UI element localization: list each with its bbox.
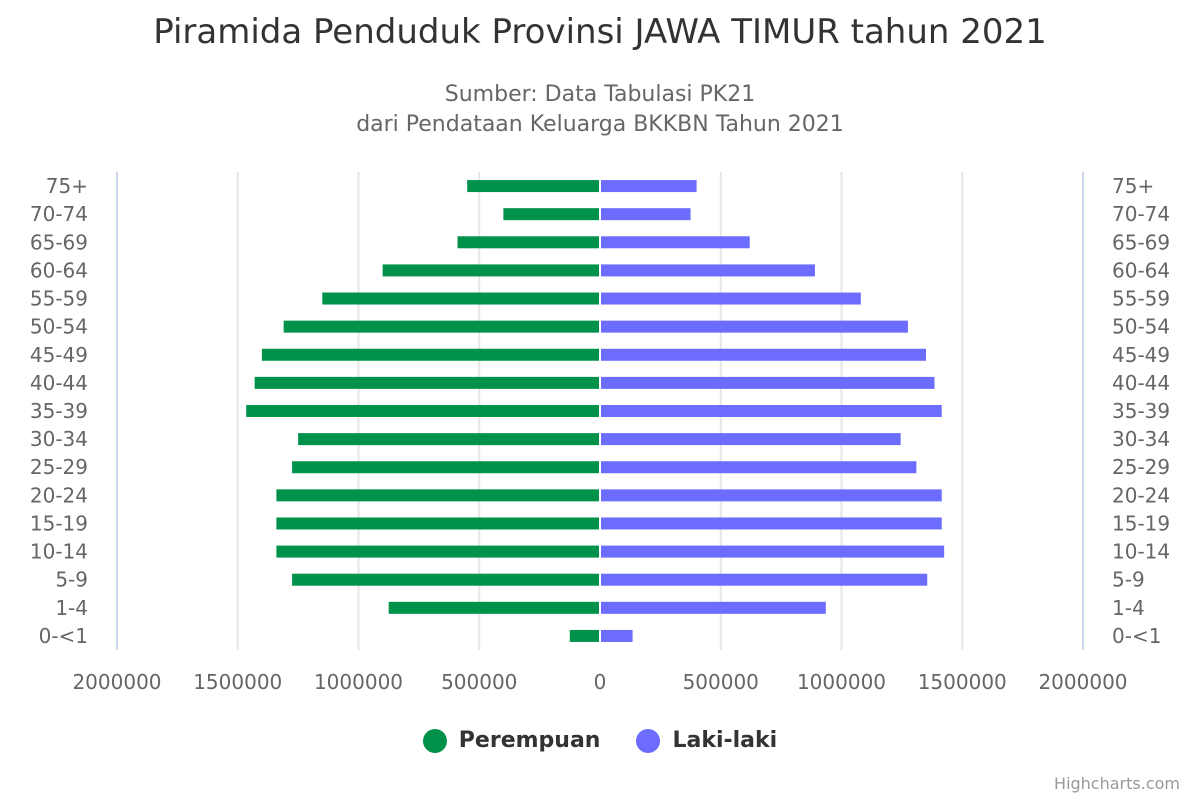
bar-perempuan xyxy=(283,320,600,333)
chart-title: Piramida Penduduk Provinsi JAWA TIMUR ta… xyxy=(153,12,1047,52)
category-label-right: 15-19 xyxy=(1112,511,1170,535)
legend-marker-perempuan xyxy=(422,728,447,753)
bar-laki-laki xyxy=(600,517,942,530)
bar-laki-laki xyxy=(600,180,697,193)
bar-perempuan xyxy=(292,573,600,586)
category-label-left: 50-54 xyxy=(30,315,88,339)
population-pyramid-chart: 2000000 1500000 1000000 500000 0 500000 100000… xyxy=(30,172,1170,694)
bar-perempuan xyxy=(276,489,600,502)
bar-perempuan xyxy=(261,348,600,361)
category-label-left: 45-49 xyxy=(30,343,88,367)
category-label-left: 75+ xyxy=(46,174,88,198)
bar-perempuan xyxy=(276,517,600,530)
bar-perempuan xyxy=(276,545,600,558)
bar-perempuan xyxy=(457,236,600,249)
category-label-right: 10-14 xyxy=(1112,540,1170,564)
category-label-right: 55-59 xyxy=(1112,287,1170,311)
bar-perempuan xyxy=(322,292,600,305)
category-label-left: 5-9 xyxy=(55,568,88,592)
category-label-right: 0-<1 xyxy=(1112,624,1161,648)
x-tick-label: 2000000 xyxy=(72,670,161,694)
bar-laki-laki xyxy=(600,236,750,249)
category-label-left: 1-4 xyxy=(55,596,88,620)
category-label-right: 50-54 xyxy=(1112,315,1170,339)
bar-perempuan xyxy=(569,629,600,642)
category-label-left: 0-<1 xyxy=(39,624,88,648)
x-tick-label: 0 xyxy=(594,670,607,694)
category-label-left: 15-19 xyxy=(30,511,88,535)
bar-laki-laki xyxy=(600,208,691,221)
category-label-left: 70-74 xyxy=(30,202,88,226)
x-tick-label: 1500000 xyxy=(918,670,1007,694)
category-label-left: 55-59 xyxy=(30,287,88,311)
category-label-right: 25-29 xyxy=(1112,455,1170,479)
bar-perempuan xyxy=(382,264,600,277)
category-label-left: 30-34 xyxy=(30,427,88,451)
bar-laki-laki xyxy=(600,601,826,614)
x-tick-label: 1500000 xyxy=(193,670,282,694)
x-tick-label: 2000000 xyxy=(1038,670,1127,694)
legend: Perempuan Laki-laki xyxy=(0,728,1200,753)
axis-labels: 2000000 1500000 1000000 500000 0 500000 100000… xyxy=(30,174,1170,694)
category-label-right: 40-44 xyxy=(1112,371,1170,395)
bar-series xyxy=(246,172,945,650)
chart-subtitle-line-2: dari Pendataan Keluarga BKKBN Tahun 2021 xyxy=(356,112,844,137)
bar-laki-laki xyxy=(600,376,935,389)
x-tick-label: 500000 xyxy=(441,670,517,694)
legend-marker-laki-laki xyxy=(636,728,661,753)
bar-laki-laki xyxy=(600,573,928,586)
bar-perempuan xyxy=(298,433,600,446)
category-label-right: 60-64 xyxy=(1112,258,1170,282)
category-label-right: 30-34 xyxy=(1112,427,1170,451)
category-label-left: 65-69 xyxy=(30,230,88,254)
legend-label-perempuan: Perempuan xyxy=(458,728,601,753)
category-label-left: 40-44 xyxy=(30,371,88,395)
category-label-right: 70-74 xyxy=(1112,202,1170,226)
category-label-left: 35-39 xyxy=(30,399,88,423)
legend-item-laki-laki[interactable]: Laki-laki xyxy=(636,728,777,753)
x-tick-label: 1000000 xyxy=(797,670,886,694)
bar-laki-laki xyxy=(600,433,901,446)
x-tick-label: 1000000 xyxy=(314,670,403,694)
category-label-right: 75+ xyxy=(1112,174,1154,198)
bar-laki-laki xyxy=(600,461,917,474)
category-label-right: 35-39 xyxy=(1112,399,1170,423)
category-label-right: 1-4 xyxy=(1112,596,1145,620)
legend-item-perempuan[interactable]: Perempuan xyxy=(422,728,601,753)
category-label-left: 60-64 xyxy=(30,258,88,282)
bar-laki-laki xyxy=(600,545,945,558)
bar-perempuan xyxy=(467,180,600,193)
bar-perempuan xyxy=(246,405,600,417)
bar-laki-laki xyxy=(600,629,633,642)
category-label-right: 5-9 xyxy=(1112,568,1145,592)
bar-laki-laki xyxy=(600,264,815,277)
chart-subtitle-line-1: Sumber: Data Tabulasi PK21 xyxy=(444,82,756,107)
bar-laki-laki xyxy=(600,348,927,361)
bar-laki-laki xyxy=(600,320,908,333)
category-label-right: 45-49 xyxy=(1112,343,1170,367)
bar-perempuan xyxy=(503,208,600,221)
category-label-left: 25-29 xyxy=(30,455,88,479)
bar-perempuan xyxy=(254,376,600,389)
bar-laki-laki xyxy=(600,405,942,417)
credits-link[interactable]: Highcharts.com xyxy=(1054,774,1180,793)
bar-laki-laki xyxy=(600,489,942,502)
category-label-left: 20-24 xyxy=(30,483,88,507)
category-label-right: 20-24 xyxy=(1112,483,1170,507)
x-tick-label: 500000 xyxy=(683,670,759,694)
category-label-left: 10-14 xyxy=(30,540,88,564)
bar-laki-laki xyxy=(600,292,861,305)
bar-perempuan xyxy=(292,461,600,474)
legend-label-laki-laki: Laki-laki xyxy=(672,728,778,753)
category-label-right: 65-69 xyxy=(1112,230,1170,254)
bar-perempuan xyxy=(388,601,600,614)
